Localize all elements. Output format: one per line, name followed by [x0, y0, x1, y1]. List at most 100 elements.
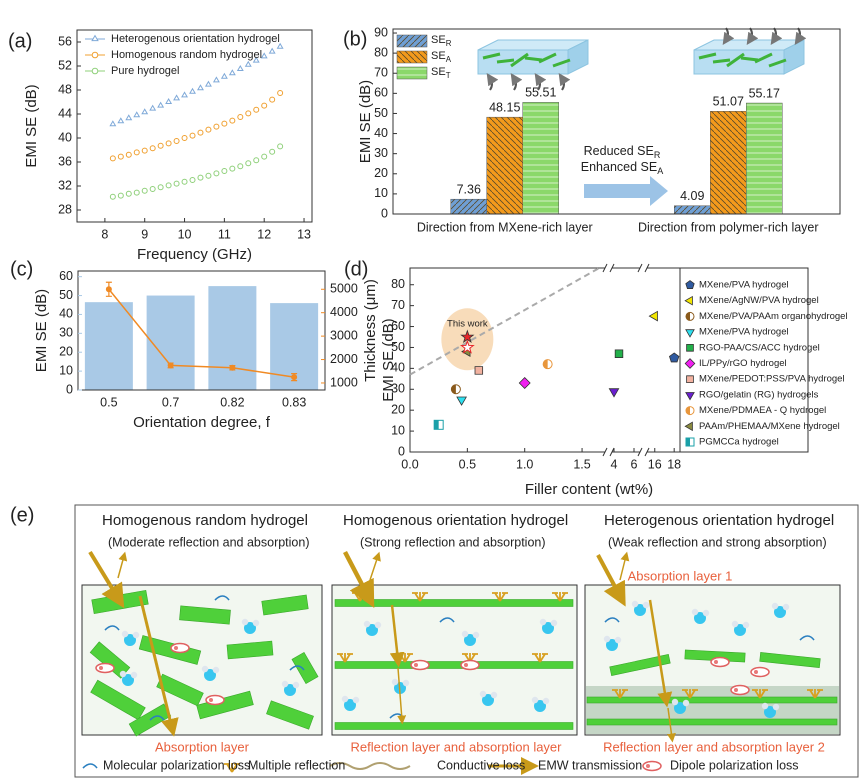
marker-shape — [189, 177, 196, 183]
marker-shape — [236, 64, 244, 71]
water-molecule — [366, 624, 378, 636]
water-molecule — [464, 634, 476, 646]
legend-swatch — [396, 66, 428, 80]
dipole-charge — [464, 663, 468, 667]
marker-shape — [212, 76, 220, 83]
water-h — [490, 691, 498, 699]
plot-frame — [76, 29, 313, 223]
marker-shape — [157, 142, 164, 149]
emw-arrow — [343, 550, 375, 608]
marker-shape — [117, 117, 125, 124]
marker-shape — [686, 375, 694, 383]
marker — [253, 157, 260, 164]
dipole — [460, 659, 480, 671]
marker — [433, 419, 444, 430]
diagram-subtitle: (Weak reflection and strong absorption) — [608, 535, 827, 549]
data-label: 48.15 — [489, 100, 520, 114]
axis-break — [602, 263, 615, 273]
incident-arrow — [486, 73, 499, 91]
legend-label: MXene/AgNW/PVA hydrogel — [699, 295, 819, 306]
y-axis-label: EMI SE (dB) — [380, 318, 397, 401]
marker-shape — [685, 392, 695, 401]
y-tick-label: 90 — [374, 25, 388, 39]
marker — [237, 114, 244, 120]
x-tick-label: 0.0 — [401, 457, 418, 471]
marker — [133, 149, 140, 156]
hydrogel-fiber — [712, 58, 731, 64]
marker — [157, 101, 165, 108]
y-tick-label: 44 — [58, 106, 72, 120]
marker — [228, 69, 236, 76]
water-h — [119, 670, 127, 678]
water-h — [121, 630, 129, 638]
incident-arrow — [794, 27, 807, 45]
marker — [220, 72, 228, 79]
marker — [213, 170, 220, 177]
marker-shape — [133, 111, 141, 118]
x-tick-label: 0.82 — [220, 395, 244, 409]
legend-label: Pure hydrogel — [111, 65, 180, 77]
x-tick-label: 13 — [297, 227, 311, 241]
water-molecule — [482, 694, 494, 706]
emw-arrow — [397, 667, 407, 725]
marker — [91, 51, 99, 59]
marker-shape — [204, 80, 212, 87]
marker-shape — [157, 101, 165, 108]
water-h — [391, 678, 399, 686]
marker-shape — [237, 114, 244, 120]
marker — [109, 155, 116, 162]
marker — [173, 94, 181, 101]
marker-shape — [125, 190, 132, 197]
fiber — [334, 661, 574, 669]
marker — [261, 153, 268, 160]
legend-label: RGO/gelatin (RG) hydrogels — [699, 389, 819, 400]
marker-shape — [228, 69, 236, 76]
water-molecule — [674, 702, 686, 714]
marker-shape — [141, 108, 149, 115]
diagram-title: Homogenous orientation hydrogel — [343, 512, 568, 529]
y-tick-label: 50 — [391, 340, 405, 354]
marker-shape — [165, 140, 172, 147]
marker-shape — [253, 157, 260, 164]
marker — [165, 140, 172, 147]
axis-break-gap — [640, 450, 647, 454]
water-h — [363, 620, 371, 628]
layer-label: Reflection layer and absorption layer 2 — [603, 739, 825, 754]
marker-shape — [686, 344, 694, 352]
marker — [614, 349, 624, 358]
marker — [450, 384, 461, 395]
axis-break-gap — [640, 266, 647, 270]
water-molecule — [542, 622, 554, 634]
marker-shape — [260, 52, 268, 59]
x-tick-label: 0.5 — [100, 395, 117, 409]
x-axis-label: Orientation degree, f — [133, 414, 271, 431]
marker-shape — [133, 189, 140, 196]
plot-frame — [77, 270, 326, 391]
emw-arrow — [619, 551, 630, 581]
y-axis-label: EMI SE (dB) — [23, 84, 40, 167]
marker — [173, 138, 180, 144]
water-h — [212, 666, 220, 674]
marker-shape — [245, 160, 252, 167]
fiber — [586, 718, 838, 726]
legend-label: MXene/PDMAEA - Q hydrogel — [699, 405, 826, 416]
water-h — [374, 621, 382, 629]
y-tick-label: 10 — [374, 186, 388, 200]
marker — [229, 165, 236, 172]
marker-shape — [165, 182, 172, 189]
dipole — [642, 760, 662, 772]
marker — [276, 42, 284, 49]
marker-shape — [684, 295, 693, 306]
y-tick-label: 40 — [58, 130, 72, 144]
legend-swatch — [396, 50, 428, 64]
x-axis-label: Frequency (GHz) — [137, 246, 252, 263]
x-axis-label: Filler content (wt%) — [525, 481, 653, 498]
marker-shape — [173, 94, 181, 101]
text-main: SE — [431, 34, 446, 46]
emw-arrow — [138, 595, 179, 737]
dipole — [710, 656, 730, 668]
legend-label: MXene/PVA hydrogel — [699, 327, 789, 338]
y-tick-label: 0 — [66, 382, 73, 396]
water-h — [671, 698, 679, 706]
y-tick-label: 1000 — [330, 375, 358, 389]
